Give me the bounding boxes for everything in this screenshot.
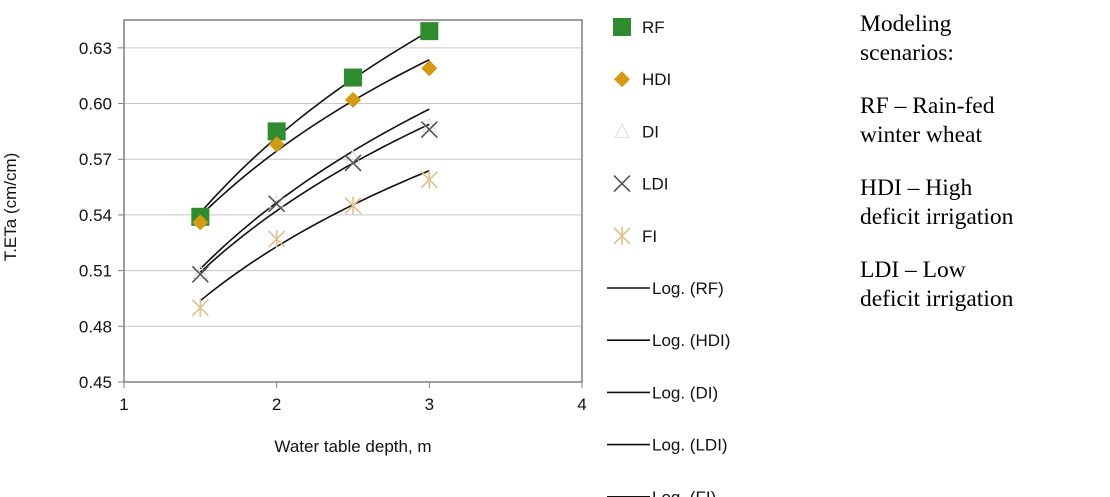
y-tick-label: 0.57 xyxy=(79,150,112,169)
marker-fi xyxy=(420,170,438,189)
y-tick-label: 0.54 xyxy=(79,206,112,225)
legend: RF HDI DI LDI FI Log. (RF) Log. (HDI) Log. (DI)… xyxy=(607,18,730,497)
marker-di xyxy=(345,149,361,164)
marker-di xyxy=(192,264,209,279)
marker-rf xyxy=(344,68,362,87)
legend-label: DI xyxy=(642,122,659,141)
marker-fi xyxy=(268,230,286,249)
marker-ldi xyxy=(268,195,286,213)
trendline xyxy=(199,58,430,217)
marker-ldi xyxy=(420,120,438,139)
y-tick-label: 0.48 xyxy=(79,317,112,336)
marker-hdi xyxy=(192,214,209,231)
legend-label: RF xyxy=(642,18,665,37)
legend-label: Log. (FI) xyxy=(652,488,716,497)
x-axis-title: Water table depth, m xyxy=(274,437,431,456)
legend-label: LDI xyxy=(642,175,668,194)
legend-marker-rf xyxy=(613,18,631,36)
legend-marker-di xyxy=(614,123,630,138)
trendlines xyxy=(199,30,430,302)
y-tick-label: 0.63 xyxy=(79,39,112,58)
notes-heading-line: scenarios: xyxy=(860,40,954,66)
note-line: HDI – High xyxy=(860,175,973,201)
y-tick-label: 0.45 xyxy=(79,373,112,392)
note-item-rf: RF – Rain-fed winter wheat xyxy=(860,92,1110,150)
note-line: RF – Rain-fed xyxy=(860,93,995,119)
legend-marker-hdi xyxy=(614,71,630,88)
legend-label: Log. (DI) xyxy=(652,383,718,402)
trendline xyxy=(199,123,430,273)
y-axis-title: T.ETa (cm/cm) xyxy=(1,153,20,262)
note-item-hdi: HDI – High deficit irrigation xyxy=(860,174,1110,232)
note-line: deficit irrigation xyxy=(860,204,1014,230)
chart: 0.45 0.48 0.51 0.54 0.57 0.60 0.63 1 2 3 4 RF HDI DI… xyxy=(1,18,730,497)
y-tick-label: 0.60 xyxy=(79,95,112,114)
x-tick-label: 2 xyxy=(272,395,281,414)
legend-label: Log. (LDI) xyxy=(652,436,728,455)
data-markers xyxy=(191,22,439,317)
trendline xyxy=(199,30,430,214)
marker-ldi xyxy=(344,154,362,172)
x-tick-label: 1 xyxy=(119,395,128,414)
axes xyxy=(118,19,583,388)
marker-rf xyxy=(267,122,286,141)
x-tick-label: 4 xyxy=(577,395,586,414)
legend-marker-fi xyxy=(613,226,631,245)
legend-label: HDI xyxy=(642,70,671,89)
note-item-ldi: LDI – Low deficit irrigation xyxy=(860,256,1110,314)
legend-label: FI xyxy=(642,227,657,246)
marker-hdi xyxy=(268,136,285,153)
trendline xyxy=(199,169,430,302)
plot-area-border xyxy=(123,19,583,383)
gridlines xyxy=(124,47,582,327)
notes-heading: Modeling scenarios: xyxy=(860,10,1110,68)
marker-fi xyxy=(344,196,362,215)
marker-hdi xyxy=(421,60,438,77)
x-tick-label: 3 xyxy=(425,395,434,414)
trendline xyxy=(199,108,430,270)
marker-fi xyxy=(191,298,209,317)
notes-heading-line: Modeling xyxy=(860,11,952,37)
note-line: winter wheat xyxy=(860,122,983,148)
legend-marker-ldi xyxy=(613,175,631,193)
legend-label: Log. (RF) xyxy=(652,279,724,298)
y-tick-label: 0.51 xyxy=(79,262,112,281)
marker-hdi xyxy=(345,91,361,108)
scenario-notes: Modeling scenarios: RF – Rain-fed winter… xyxy=(860,10,1110,338)
tick-labels: 0.45 0.48 0.51 0.54 0.57 0.60 0.63 1 2 3 4 xyxy=(79,39,587,414)
note-line: LDI – Low xyxy=(860,257,966,283)
marker-ldi xyxy=(191,265,209,283)
marker-di xyxy=(268,193,285,209)
note-line: deficit irrigation xyxy=(860,286,1014,312)
legend-label: Log. (HDI) xyxy=(652,331,730,350)
marker-rf xyxy=(420,22,439,41)
